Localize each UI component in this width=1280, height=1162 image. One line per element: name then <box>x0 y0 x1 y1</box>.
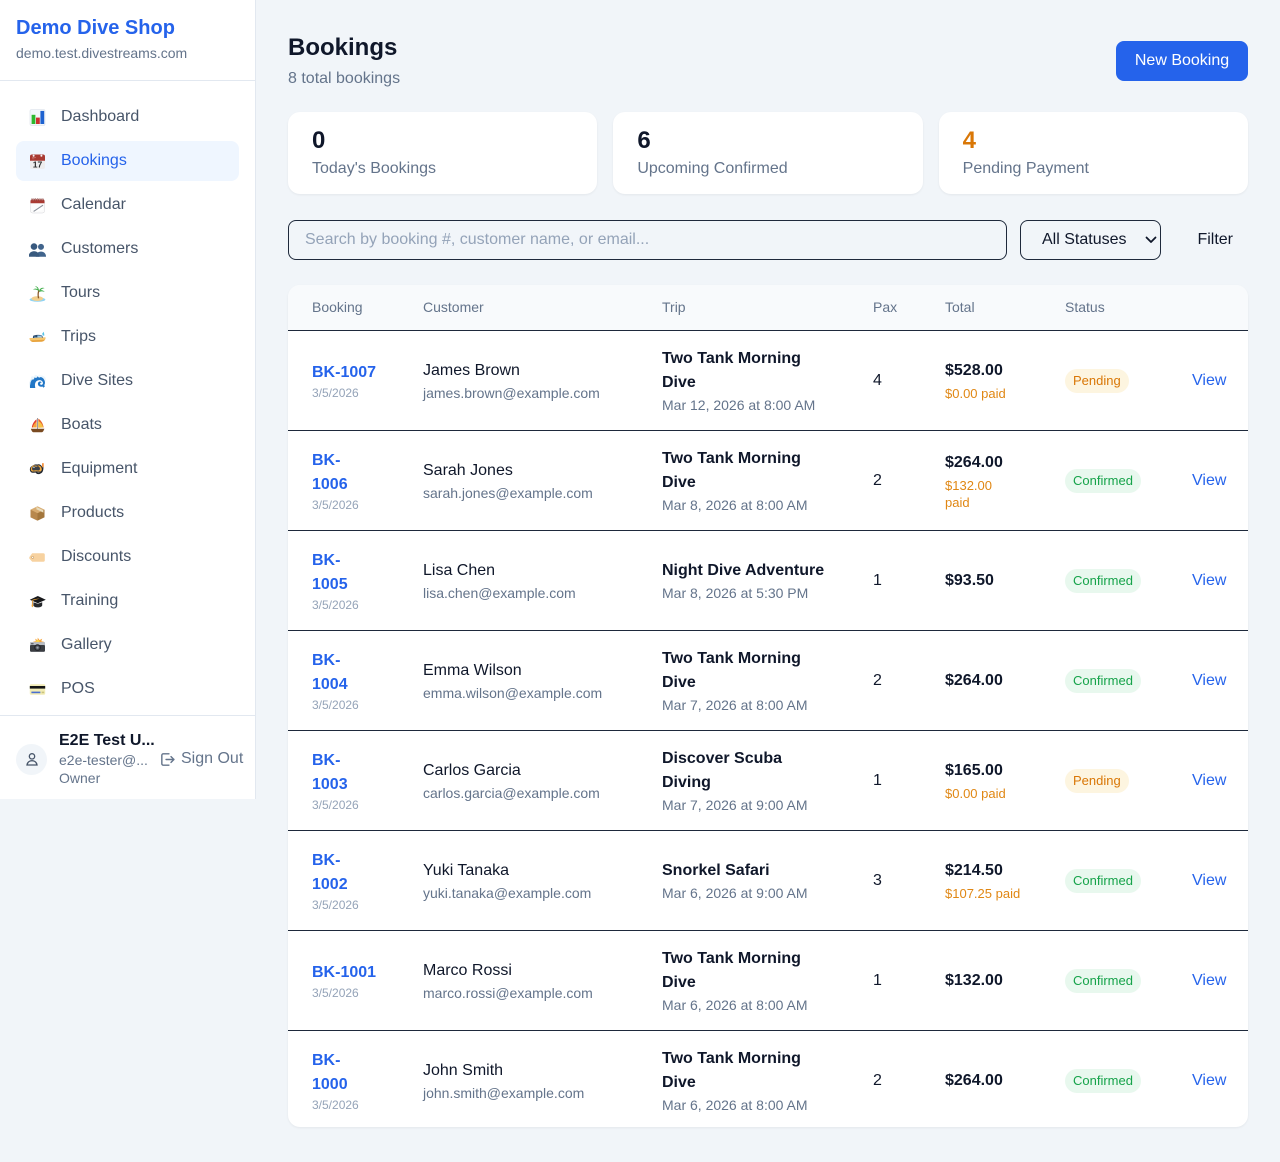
svg-text:17: 17 <box>33 159 43 169</box>
